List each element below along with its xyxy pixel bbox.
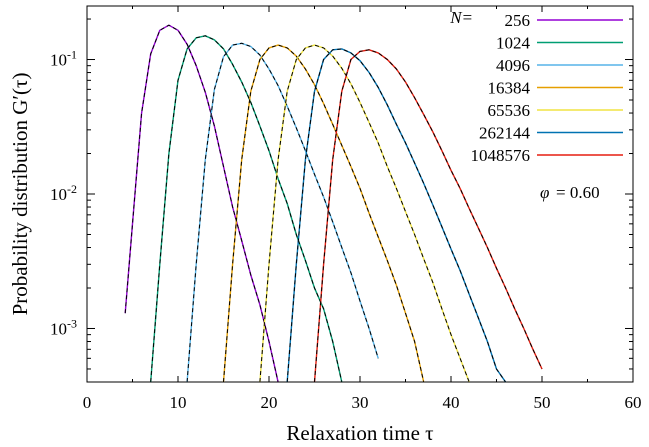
fit-line-4096 (186, 42, 379, 382)
legend-label-16384: 16384 (488, 79, 531, 98)
x-tick-label: 40 (443, 393, 460, 412)
x-tick-label: 50 (534, 393, 551, 412)
y-tick-label: 10-3 (50, 316, 77, 338)
phi-annotation: φ = 0.60 (540, 183, 600, 202)
series-line-4096 (186, 42, 379, 382)
x-tick-label: 10 (170, 393, 187, 412)
y-axis-label: Probability distribution G′(τ) (8, 73, 32, 316)
curves (124, 24, 543, 382)
legend-label-4096: 4096 (496, 56, 530, 75)
x-axis-label: Relaxation time τ (286, 421, 433, 445)
legend-label-256: 256 (505, 11, 531, 30)
fit-line-16384 (223, 44, 425, 382)
fit-line-256 (124, 24, 279, 382)
series-line-1024 (150, 35, 343, 382)
legend-prefix: N= (449, 8, 473, 27)
plot-frame (86, 5, 634, 383)
phi-value: = 0.60 (556, 183, 600, 202)
phi-symbol: φ (540, 183, 549, 202)
series-line-1048576 (313, 49, 543, 382)
legend-label-1024: 1024 (496, 34, 531, 53)
x-tick-label: 0 (83, 393, 92, 412)
axis-tick-labels: 0 10 20 30 40 50 60 10-3 10-2 10-1 (50, 48, 642, 412)
x-tick-label: 60 (625, 393, 642, 412)
y-tick-label: 10-2 (50, 182, 77, 204)
legend-label-1048576: 1048576 (471, 146, 531, 165)
legend-label-262144: 262144 (479, 124, 531, 143)
series-line-16384 (222, 44, 425, 382)
x-tick-label: 20 (261, 393, 278, 412)
fit-line-1024 (150, 35, 343, 382)
fit-line-1048576 (314, 49, 543, 382)
legend-label-65536: 65536 (488, 101, 531, 120)
legend: N= 256 1024 4096 16384 65536 262144 1048576 (449, 8, 623, 165)
y-tick-label: 10-1 (50, 48, 77, 70)
fit-line-262144 (286, 48, 507, 382)
x-tick-label: 30 (352, 393, 369, 412)
axis-ticks (86, 6, 634, 382)
fit-line-65536 (259, 44, 470, 382)
